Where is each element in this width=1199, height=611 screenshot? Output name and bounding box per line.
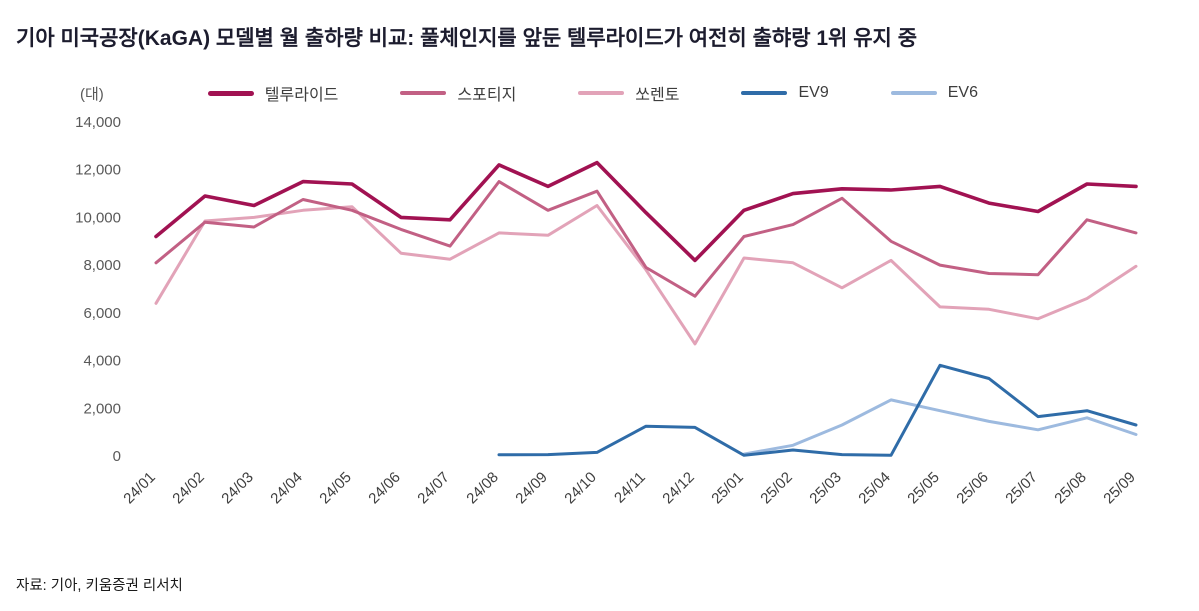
y-axis-tick-label: 10,000 — [75, 210, 121, 227]
x-axis-tick-label: 24/02 — [169, 469, 208, 508]
legend-swatch-sportage — [400, 91, 447, 96]
legend-label-sorento: 쏘렌토 — [635, 87, 680, 105]
x-axis-tick-label: 24/06 — [365, 469, 404, 508]
source-note: 자료: 기아, 키움증권 리서치 — [16, 578, 183, 594]
legend-row: (대) 텔루라이드 스포티지 쏘렌토 EV9 EV6 — [16, 82, 1179, 104]
chart-area: 0 2,000 4,000 6,000 8,000 10,000 12,000 14,000 2… — [16, 106, 1179, 543]
series-line-telluride — [154, 161, 1138, 263]
y-axis-unit-label: (대) — [80, 85, 104, 103]
line-chart: 0 2,000 4,000 6,000 8,000 10,000 12,000 14,000 2… — [75, 114, 1139, 508]
legend-label-ev9: EV9 — [798, 84, 829, 102]
x-axis-tick-label: 25/07 — [1002, 469, 1041, 508]
x-axis-tick-label: 24/01 — [120, 469, 159, 508]
y-axis-tick-label: 4,000 — [83, 353, 121, 370]
x-axis-tick-label: 25/06 — [953, 469, 992, 508]
x-axis-tick-label: 24/09 — [512, 469, 551, 508]
chart-title: 기아 미국공장(KaGA) 모델별 월 출하량 비교: 풀체인지를 앞둔 텔루라… — [16, 27, 918, 50]
x-axis-tick-label: 24/04 — [267, 469, 306, 508]
x-axis-tick-label: 25/02 — [757, 469, 796, 508]
x-axis-tick-label: 25/05 — [904, 469, 943, 508]
series-line-sorento — [154, 204, 1138, 346]
legend-item-telluride: 텔루라이드 — [207, 81, 339, 105]
x-axis-tick-label: 24/12 — [659, 469, 698, 508]
legend-label-telluride: 텔루라이드 — [264, 87, 339, 105]
x-axis-tick-label: 25/08 — [1051, 469, 1090, 508]
x-axis-tick-label: 24/05 — [316, 469, 355, 508]
x-axis-tick-label: 25/09 — [1100, 469, 1139, 508]
y-axis-tick-label: 6,000 — [83, 305, 121, 322]
legend-item-ev9: EV9 — [741, 84, 829, 102]
x-axis-tick-label: 25/01 — [708, 469, 747, 508]
y-axis-tick-label: 12,000 — [75, 162, 121, 179]
legend-swatch-ev9 — [741, 91, 788, 96]
y-axis-tick-label: 8,000 — [83, 257, 121, 274]
x-axis-tick-label: 25/03 — [806, 469, 845, 508]
legend-swatch-telluride — [207, 90, 254, 96]
legend-label-sportage: 스포티지 — [457, 87, 517, 105]
legend-label-ev6: EV6 — [947, 84, 978, 102]
legend-item-sportage: 스포티지 — [400, 81, 516, 105]
y-axis-tick-label: 14,000 — [75, 114, 121, 131]
x-axis-tick-label: 24/07 — [414, 469, 453, 508]
x-axis-tick-label: 25/04 — [855, 469, 894, 508]
legend-item-sorento: 쏘렌토 — [578, 81, 679, 105]
legend-item-ev6: EV6 — [890, 84, 978, 102]
series-line-ev9 — [497, 364, 1138, 458]
legend-swatch-ev6 — [890, 91, 937, 96]
x-axis-tick-label: 24/10 — [561, 469, 600, 508]
y-axis-tick-label: 2,000 — [83, 401, 121, 418]
legend-swatch-sorento — [578, 91, 625, 96]
x-axis-tick-label: 24/03 — [218, 469, 257, 508]
y-axis-tick-label: 0 — [113, 448, 121, 465]
series-line-ev6 — [742, 398, 1138, 456]
series-line-sportage — [154, 180, 1138, 298]
x-axis-tick-label: 24/11 — [611, 469, 649, 507]
legend: 텔루라이드 스포티지 쏘렌토 EV9 EV6 — [207, 81, 978, 105]
x-axis-tick-label: 24/08 — [463, 469, 502, 508]
